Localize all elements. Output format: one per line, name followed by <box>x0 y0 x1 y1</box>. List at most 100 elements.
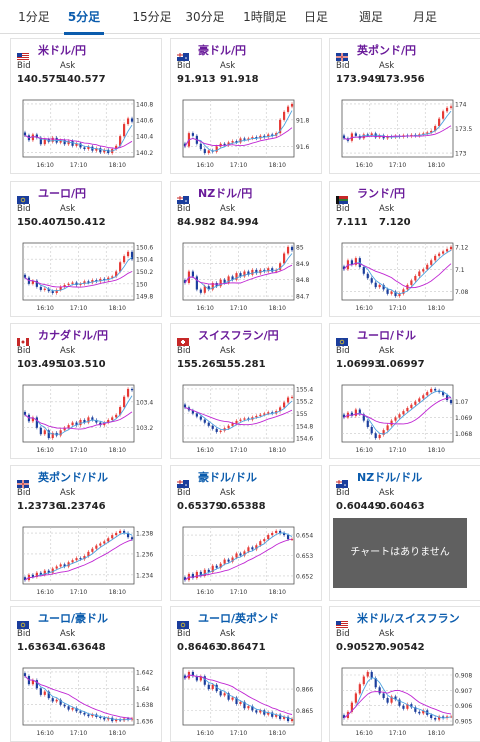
candle-body <box>227 559 230 562</box>
candle-body <box>239 553 242 556</box>
candle-body <box>282 716 286 719</box>
long-moving-average-line <box>184 127 293 147</box>
tab-1時間足[interactable]: 1時間足 <box>243 10 287 24</box>
price-chart[interactable]: 1.642 1.64 1.638 1.636 16:10 17:10 18:10 <box>20 664 160 737</box>
y-tick-label: 0.652 <box>296 573 313 580</box>
price-chart[interactable]: 1.238 1.236 1.234 16:10 17:10 18:10 <box>20 523 160 596</box>
candle-body <box>203 286 206 293</box>
currency-pair-link[interactable]: カナダドル/円 <box>38 329 109 342</box>
tab-1分足[interactable]: 1分足 <box>18 10 50 24</box>
price-chart[interactable]: 1.07 1.069 1.068 16:10 17:10 18:10 <box>339 381 479 454</box>
currency-pair-link[interactable]: 米ドル/スイスフラン <box>357 612 460 625</box>
rate-card[interactable]: 英ポンド/円 Bid Ask 173.949 173.956 174 173.5 173 16:… <box>329 38 480 174</box>
candle-body <box>358 684 361 694</box>
y-tick-label: 149.8 <box>136 294 153 301</box>
tab-15分足[interactable]: 15分足 <box>132 10 172 24</box>
price-chart[interactable]: 0.908 0.907 0.906 0.905 16:10 17:10 18:10 <box>339 664 479 737</box>
price-chart[interactable]: 174 173.5 173 16:10 17:10 18:10 <box>339 96 479 169</box>
candle-body <box>350 412 354 416</box>
candle-body <box>243 418 246 420</box>
currency-pair-link[interactable]: 豪ドル/円 <box>198 44 247 57</box>
tab-5分足[interactable]: 5分足 <box>56 0 112 35</box>
tab-週足[interactable]: 週足 <box>358 10 383 24</box>
candle-body <box>122 256 126 263</box>
bid-label: Bid <box>336 346 350 356</box>
price-chart[interactable]: 91.8 91.6 16:10 17:10 18:10 <box>180 96 320 169</box>
currency-pair-link[interactable]: ユーロ/英ポンド <box>198 612 280 625</box>
bid-label: Bid <box>17 629 31 639</box>
price-chart[interactable]: 0.866 0.865 16:10 17:10 18:10 <box>180 664 320 737</box>
y-tick-label: 1.068 <box>455 431 472 438</box>
ask-label: Ask <box>220 346 236 356</box>
rate-card[interactable]: カナダドル/円 Bid Ask 103.495 103.510 103.4 103.2 16:… <box>10 323 162 459</box>
currency-pair-link[interactable]: スイスフラン/円 <box>198 329 279 342</box>
rate-card[interactable]: NZドル/円 Bid Ask 84.982 84.994 85 84.9 84.8 84.7 16… <box>170 181 322 317</box>
rate-card[interactable]: ユーロ/英ポンド Bid Ask 0.86463 0.86471 0.866 0.865 16… <box>170 606 322 742</box>
currency-pair-link[interactable]: 英ポンド/円 <box>357 44 417 57</box>
rate-card[interactable]: 豪ドル/ドル Bid Ask 0.65379 0.65388 0.654 0.653 0.65… <box>170 465 322 601</box>
rate-card[interactable]: ユーロ/豪ドル Bid Ask 1.63634 1.63648 1.642 1.64 1.63… <box>10 606 162 742</box>
candle-body <box>207 569 210 572</box>
rate-card[interactable]: 豪ドル/円 Bid Ask 91.913 91.918 91.8 91.6 16:10 17:1… <box>170 38 322 174</box>
rate-card[interactable]: ユーロ/ドル Bid Ask 1.06993 1.06997 1.07 1.069 1.068… <box>329 323 480 459</box>
tab-30分足[interactable]: 30分足 <box>185 10 225 24</box>
candle-body <box>382 284 385 290</box>
rate-card[interactable]: 米ドル/円 Bid Ask 140.575 140.577 140.8 140.6 140.4… <box>10 38 162 174</box>
short-moving-average-line <box>343 110 452 141</box>
candle-body <box>279 263 282 270</box>
candle-body <box>35 572 38 577</box>
currency-pair-link[interactable]: 豪ドル/ドル <box>198 471 258 484</box>
rate-card[interactable]: ランド/円 Bid Ask 7.111 7.120 7.12 7.1 7.08 16:10 17:… <box>329 181 480 317</box>
candle-body <box>406 407 409 412</box>
candle-body <box>111 535 114 539</box>
candle-body <box>203 569 206 576</box>
rate-card[interactable]: スイスフラン/円 Bid Ask 155.265 155.281 155.4 155.2 15… <box>170 323 322 459</box>
price-chart[interactable]: 0.654 0.653 0.652 16:10 17:10 18:10 <box>180 523 320 596</box>
rate-card[interactable]: 英ポンド/ドル Bid Ask 1.23736 1.23746 1.238 1.236 1.2… <box>10 465 162 601</box>
y-tick-label: 140.6 <box>136 118 153 125</box>
chart-container: 7.12 7.1 7.08 16:10 17:10 18:10 <box>339 239 479 312</box>
bid-value: 103.495 <box>17 359 63 370</box>
rate-card[interactable]: NZドル/ドル Bid Ask 0.60449 0.60463 チャートはありません <box>329 465 480 601</box>
candle-body <box>87 146 90 150</box>
price-chart[interactable]: 85 84.9 84.8 84.7 16:10 17:10 18:10 <box>180 239 320 312</box>
candle-body <box>378 434 381 439</box>
price-chart[interactable]: 7.12 7.1 7.08 16:10 17:10 18:10 <box>339 239 479 312</box>
ask-label: Ask <box>379 629 395 639</box>
tab-月足[interactable]: 月足 <box>412 10 437 24</box>
price-chart[interactable]: 150.6 150.4 150.2 150 149.8 16:10 17:10 18:10 <box>20 239 160 312</box>
nz-flag-icon <box>336 473 348 488</box>
long-moving-average-line <box>343 125 452 141</box>
candle-body <box>83 712 86 715</box>
candle-body <box>243 701 246 709</box>
tab-日足[interactable]: 日足 <box>303 10 328 24</box>
candle-body <box>382 430 385 435</box>
price-chart[interactable]: 103.4 103.2 16:10 17:10 18:10 <box>20 381 160 454</box>
price-chart[interactable]: 140.8 140.6 140.4 140.2 16:10 17:10 18:10 <box>20 96 160 169</box>
card-header: 米ドル/スイスフラン <box>336 610 460 629</box>
y-tick-label: 0.866 <box>296 687 313 694</box>
candle-body <box>282 111 286 120</box>
candle-body <box>390 696 393 703</box>
currency-pair-link[interactable]: ユーロ/円 <box>38 187 87 200</box>
currency-pair-link[interactable]: 英ポンド/ドル <box>38 471 109 484</box>
ask-value: 0.65388 <box>220 501 266 512</box>
rate-card[interactable]: 米ドル/スイスフラン Bid Ask 0.90527 0.90542 0.908 0.907… <box>329 606 480 742</box>
ask-label: Ask <box>60 488 76 498</box>
currency-pair-link[interactable]: 米ドル/円 <box>38 44 87 57</box>
ask-value: 7.120 <box>379 217 411 228</box>
currency-pair-link[interactable]: NZドル/ドル <box>357 471 423 484</box>
short-moving-average-line <box>184 674 293 720</box>
eu-flag-icon <box>336 331 348 346</box>
bid-label: Bid <box>336 488 350 498</box>
currency-pair-link[interactable]: NZドル/円 <box>198 187 253 200</box>
currency-pair-link[interactable]: ユーロ/豪ドル <box>38 612 109 625</box>
y-tick-label: 150.4 <box>136 257 153 264</box>
candle-body <box>63 427 66 431</box>
candle-body <box>199 143 202 150</box>
rate-card[interactable]: ユーロ/円 Bid Ask 150.407 150.412 150.6 150.4 150.2… <box>10 181 162 317</box>
currency-pair-link[interactable]: ランド/円 <box>357 187 406 200</box>
currency-pair-link[interactable]: ユーロ/ドル <box>357 329 417 342</box>
price-chart[interactable]: 155.4 155.2 155 154.8 154.6 16:10 17:10 18:10 <box>180 381 320 454</box>
candle-body <box>438 716 441 720</box>
